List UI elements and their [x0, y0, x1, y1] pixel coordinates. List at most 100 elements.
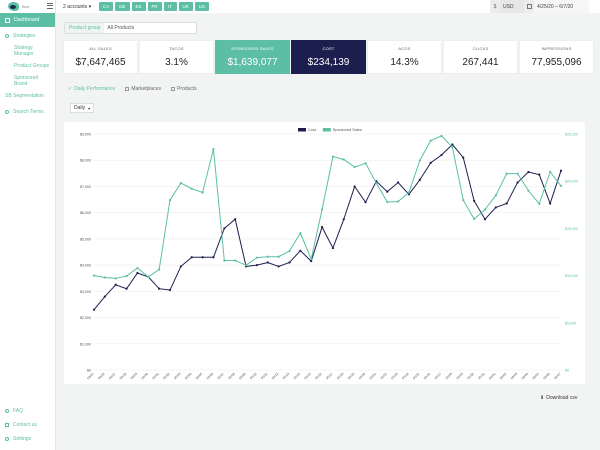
country-button-uk[interactable]: UK [178, 2, 193, 11]
metric-clicks[interactable]: CLICKS 267,441 [443, 40, 518, 74]
data-point [483, 208, 487, 211]
sidebar-item-sponsored-brand[interactable]: Sponsored Brand [14, 75, 39, 87]
y-left-tick-label: $4,000 [80, 264, 91, 268]
data-point [396, 200, 400, 203]
y-right-tick-label: $15,000 [565, 227, 578, 231]
product-group-select[interactable]: Product group All Products [64, 22, 197, 34]
x-tick-label: 05/19 [347, 372, 356, 381]
data-point [505, 172, 508, 175]
data-point [462, 198, 465, 202]
data-point [92, 308, 96, 311]
data-point [331, 155, 335, 158]
currency-select[interactable]: USD [500, 0, 524, 13]
sidebar-item-settings[interactable]: Settings [0, 432, 56, 446]
sidebar-item-product-groups[interactable]: Product Groups [14, 63, 50, 69]
metric-cost[interactable]: COST $234,139 [291, 40, 366, 74]
legend-swatch [322, 128, 331, 132]
x-tick-label: 04/28 [119, 372, 128, 381]
data-point [320, 225, 324, 229]
x-tick-label: 05/24 [401, 372, 410, 381]
view-tabs: ✓ Daily Performance Marketplaces Products [68, 86, 207, 92]
metric-impressions[interactable]: IMPRESSIONS 77,955,096 [519, 40, 594, 74]
tab-label: Marketplaces [131, 86, 162, 92]
data-point [114, 277, 117, 280]
x-tick-label: 05/30 [466, 372, 475, 381]
account-selector-label: 2 accounts [63, 3, 88, 10]
x-tick-label: 06/05 [532, 372, 541, 381]
performance-chart-card: $0 $1,000 $2,000 $3,000 $4,000 $5,000 $6,000 $7… [64, 122, 585, 384]
sidebar-item-label: FAQ [13, 408, 24, 414]
data-point [255, 264, 259, 267]
dashboard-icon [5, 17, 10, 23]
data-point [136, 266, 139, 270]
sidebar-item-strategies[interactable]: Strategies [0, 30, 55, 42]
tab-products[interactable]: Products [171, 86, 197, 92]
chevron-down-icon: ▾ [88, 105, 91, 111]
data-point [538, 173, 541, 176]
help-icon [5, 409, 9, 413]
account-selector[interactable]: 2 accounts ▾ [63, 4, 99, 10]
y-left-tick-label: $6,000 [80, 211, 91, 215]
data-point [342, 158, 345, 161]
x-tick-label: 06/03 [510, 372, 519, 381]
sidebar-item-label: Contact us [13, 422, 37, 428]
hamburger-icon[interactable] [47, 3, 53, 9]
country-button-fr[interactable]: FR [147, 2, 162, 11]
metric-sponsored-sales[interactable]: SPONSORED SALES $1,639,077 [215, 40, 290, 74]
data-point [473, 199, 476, 202]
y-left-tick-label: $9,000 [80, 133, 91, 137]
calendar-icon[interactable] [524, 0, 534, 13]
data-point [266, 255, 269, 258]
x-tick-label: 05/28 [445, 372, 454, 381]
sidebar-item-dashboard[interactable]: Dashboard [0, 13, 55, 27]
data-point [201, 256, 204, 259]
data-point [440, 134, 443, 137]
country-button-de[interactable]: DE [115, 2, 130, 11]
country-button-us[interactable]: US [194, 2, 210, 11]
data-point [364, 201, 367, 204]
data-point [320, 208, 324, 211]
sidebar-item-sb-segmentation[interactable]: SB Segmentation [5, 93, 44, 99]
product-group-label: Product group [65, 23, 105, 33]
sidebar-item-search-terms[interactable]: Search Terms [0, 106, 55, 118]
x-tick-label: 05/18 [336, 372, 345, 381]
metric-label: ACOS [398, 46, 411, 51]
country-button-es[interactable]: ES [131, 2, 146, 11]
globe-icon [125, 87, 130, 91]
data-point [158, 287, 161, 290]
product-group-value: All Products [107, 25, 135, 31]
tab-daily-performance[interactable]: ✓ Daily Performance [68, 86, 115, 92]
data-point [212, 256, 215, 259]
metric-value: 3.1% [165, 57, 188, 68]
metric-acos[interactable]: ACOS 14.3% [367, 40, 442, 74]
data-point [201, 191, 204, 194]
tab-marketplaces[interactable]: Marketplaces [125, 86, 161, 92]
logo: flow [0, 0, 55, 13]
metric-value: $7,647,465 [75, 57, 126, 68]
data-point [407, 193, 411, 196]
metric-value: $234,139 [307, 57, 350, 68]
country-button-ca[interactable]: CA [99, 2, 114, 11]
data-point [212, 148, 215, 151]
data-point [418, 159, 421, 162]
sidebar-item-faq[interactable]: FAQ [0, 404, 56, 418]
metric-tacos[interactable]: TACOS 3.1% [139, 40, 214, 74]
x-tick-label: 06/02 [499, 372, 508, 381]
logo-icon [8, 2, 19, 11]
x-tick-label: 05/09 [238, 372, 247, 381]
data-point [516, 172, 519, 175]
data-point [147, 275, 150, 279]
sidebar-item-label: Settings [13, 436, 32, 442]
x-tick-label: 06/04 [521, 372, 530, 381]
y-right-tick-label: $25,000 [565, 133, 578, 137]
metric-all-sales[interactable]: ALL SALES $7,647,465 [63, 40, 138, 74]
data-point [288, 249, 291, 253]
granularity-select[interactable]: Daily ▾ [70, 103, 94, 113]
country-button-it[interactable]: IT [163, 2, 177, 11]
data-point [114, 283, 117, 286]
sidebar-item-strategy-manager[interactable]: Strategy Manager [14, 45, 34, 57]
download-csv-button[interactable]: ⬇ Download csv [540, 395, 577, 401]
date-range-picker[interactable]: 4/25/20 – 6/7/20 [534, 0, 589, 13]
x-tick-label: 05/25 [412, 372, 421, 381]
sidebar-item-contact[interactable]: Contact us [0, 418, 56, 432]
